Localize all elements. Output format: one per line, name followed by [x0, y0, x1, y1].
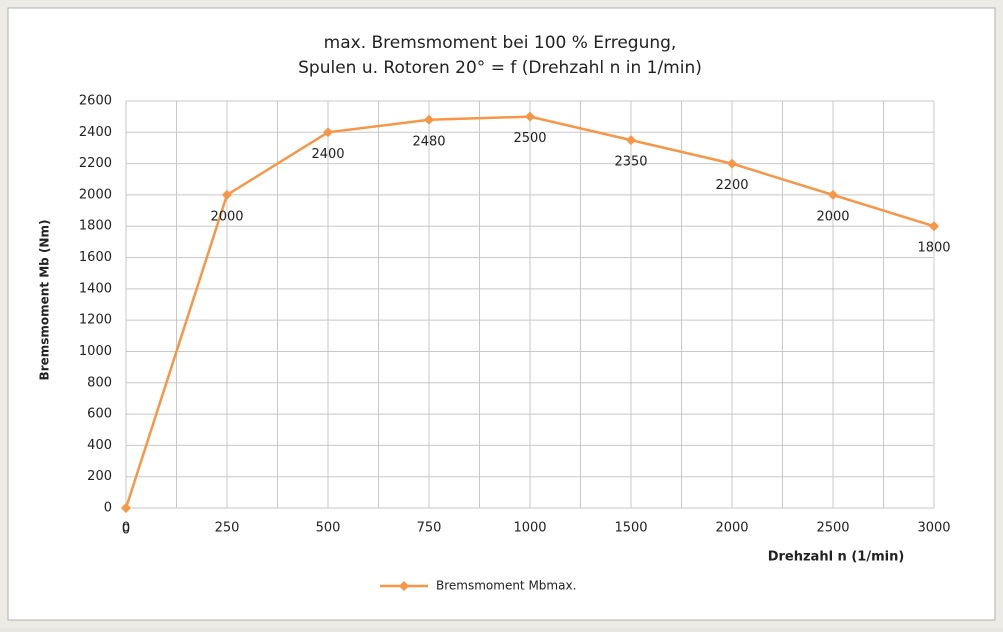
- y-tick-label: 600: [87, 407, 112, 422]
- data-point: [727, 158, 737, 169]
- data-label: 2200: [715, 178, 748, 193]
- data-label: 2500: [513, 131, 546, 146]
- x-tick-label: 2500: [816, 521, 849, 536]
- y-tick-label: 0: [104, 501, 112, 516]
- legend-marker: [399, 581, 409, 591]
- x-tick-label: 1500: [614, 521, 647, 536]
- chart-title: Spulen u. Rotoren 20° = f (Drehzahl n in…: [298, 58, 702, 78]
- data-label: 2000: [816, 209, 849, 224]
- data-point: [424, 114, 434, 125]
- x-tick-label: 500: [316, 521, 341, 536]
- data-point: [525, 111, 535, 122]
- chart-area: [7, 7, 996, 621]
- data-label: 2400: [311, 147, 344, 162]
- y-tick-label: 1600: [79, 250, 112, 265]
- data-point: [626, 135, 636, 146]
- y-tick-label: 1000: [79, 344, 112, 359]
- x-tick-label: 2000: [715, 521, 748, 536]
- y-tick-label: 2600: [79, 94, 112, 109]
- x-tick-label: 0: [122, 521, 130, 536]
- y-tick-label: 800: [87, 375, 112, 390]
- data-point: [828, 189, 838, 200]
- data-point: [222, 189, 232, 200]
- chart-title: max. Bremsmoment bei 100 % Erregung,: [324, 33, 677, 53]
- x-tick-label: 1000: [513, 521, 546, 536]
- y-tick-label: 400: [87, 438, 112, 453]
- data-label: 1800: [917, 241, 950, 256]
- data-label: 2350: [614, 155, 647, 170]
- y-axis-label: Bremsmoment Mb (Nm): [38, 220, 52, 381]
- x-tick-label: 750: [417, 521, 442, 536]
- y-tick-label: 2000: [79, 187, 112, 202]
- x-tick-label: 250: [215, 521, 240, 536]
- data-label: 0: [122, 523, 130, 538]
- x-axis-label: Drehzahl n (1/min): [768, 550, 905, 565]
- x-tick-label: 3000: [917, 521, 950, 536]
- legend-label: Bremsmoment Mbmax.: [436, 579, 576, 593]
- data-point: [121, 503, 131, 513]
- data-label: 2480: [412, 134, 445, 149]
- data-point: [929, 221, 939, 232]
- y-tick-label: 1200: [79, 313, 112, 328]
- y-tick-label: 200: [87, 469, 112, 484]
- y-tick-label: 1400: [79, 281, 112, 296]
- y-tick-label: 2200: [79, 156, 112, 171]
- data-point: [323, 127, 333, 138]
- y-tick-label: 2400: [79, 125, 112, 140]
- y-tick-label: 1800: [79, 219, 112, 234]
- data-label: 2000: [210, 209, 243, 224]
